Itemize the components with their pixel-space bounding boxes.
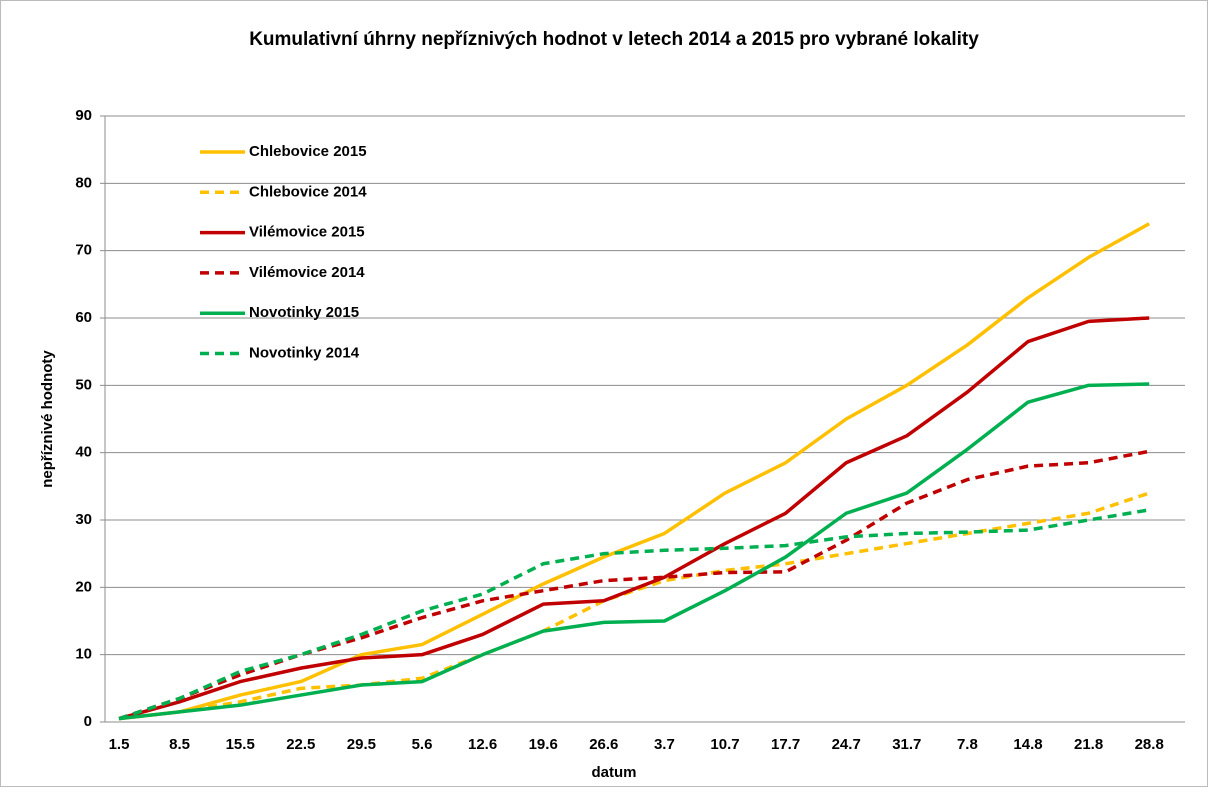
series-line [118, 222, 1151, 721]
x-tick-label: 17.7 [771, 736, 800, 753]
y-tick-label: 80 [75, 174, 92, 191]
x-tick-label: 8.5 [169, 736, 190, 753]
series-line [118, 508, 1150, 721]
x-tick-label: 19.6 [529, 736, 558, 753]
y-axis-label: nepříznivé hodnoty [39, 350, 56, 488]
y-tick-label: 30 [75, 511, 92, 528]
x-tick-label: 15.5 [226, 736, 255, 753]
y-tick-label: 20 [75, 578, 92, 595]
x-tick-label: 10.7 [710, 736, 739, 753]
x-tick-label: 1.5 [109, 736, 130, 753]
x-tick-label: 5.6 [412, 736, 433, 753]
x-tick-label: 29.5 [347, 736, 376, 753]
legend-label: Vilémovice 2014 [249, 264, 365, 281]
x-tick-label: 12.6 [468, 736, 497, 753]
legend-label: Novotinky 2015 [249, 304, 359, 321]
x-axis-label: datum [592, 764, 637, 781]
legend-label: Vilémovice 2015 [249, 224, 365, 241]
y-tick-label: 60 [75, 309, 92, 326]
y-tick-label: 50 [75, 376, 92, 393]
series-line [118, 382, 1150, 721]
x-tick-label: 7.8 [957, 736, 978, 753]
y-tick-label: 10 [75, 646, 92, 663]
y-tick-label: 0 [84, 713, 92, 730]
x-tick-label: 21.8 [1074, 736, 1103, 753]
y-tick-label: 40 [75, 444, 92, 461]
x-tick-label: 31.7 [892, 736, 921, 753]
legend-label: Novotinky 2014 [249, 344, 360, 361]
x-tick-label: 28.8 [1135, 736, 1164, 753]
chart-title: Kumulativní úhrny nepříznivých hodnot v … [249, 29, 979, 50]
y-tick-label: 70 [75, 242, 92, 259]
x-tick-label: 22.5 [286, 736, 315, 753]
x-tick-label: 3.7 [654, 736, 675, 753]
x-tick-label: 24.7 [832, 736, 861, 753]
legend-label: Chlebovice 2015 [249, 143, 367, 160]
legend-label: Chlebovice 2014 [249, 183, 367, 200]
series-line [118, 316, 1150, 721]
y-tick-label: 90 [75, 107, 92, 124]
x-tick-label: 26.6 [589, 736, 618, 753]
x-tick-label: 14.8 [1013, 736, 1042, 753]
